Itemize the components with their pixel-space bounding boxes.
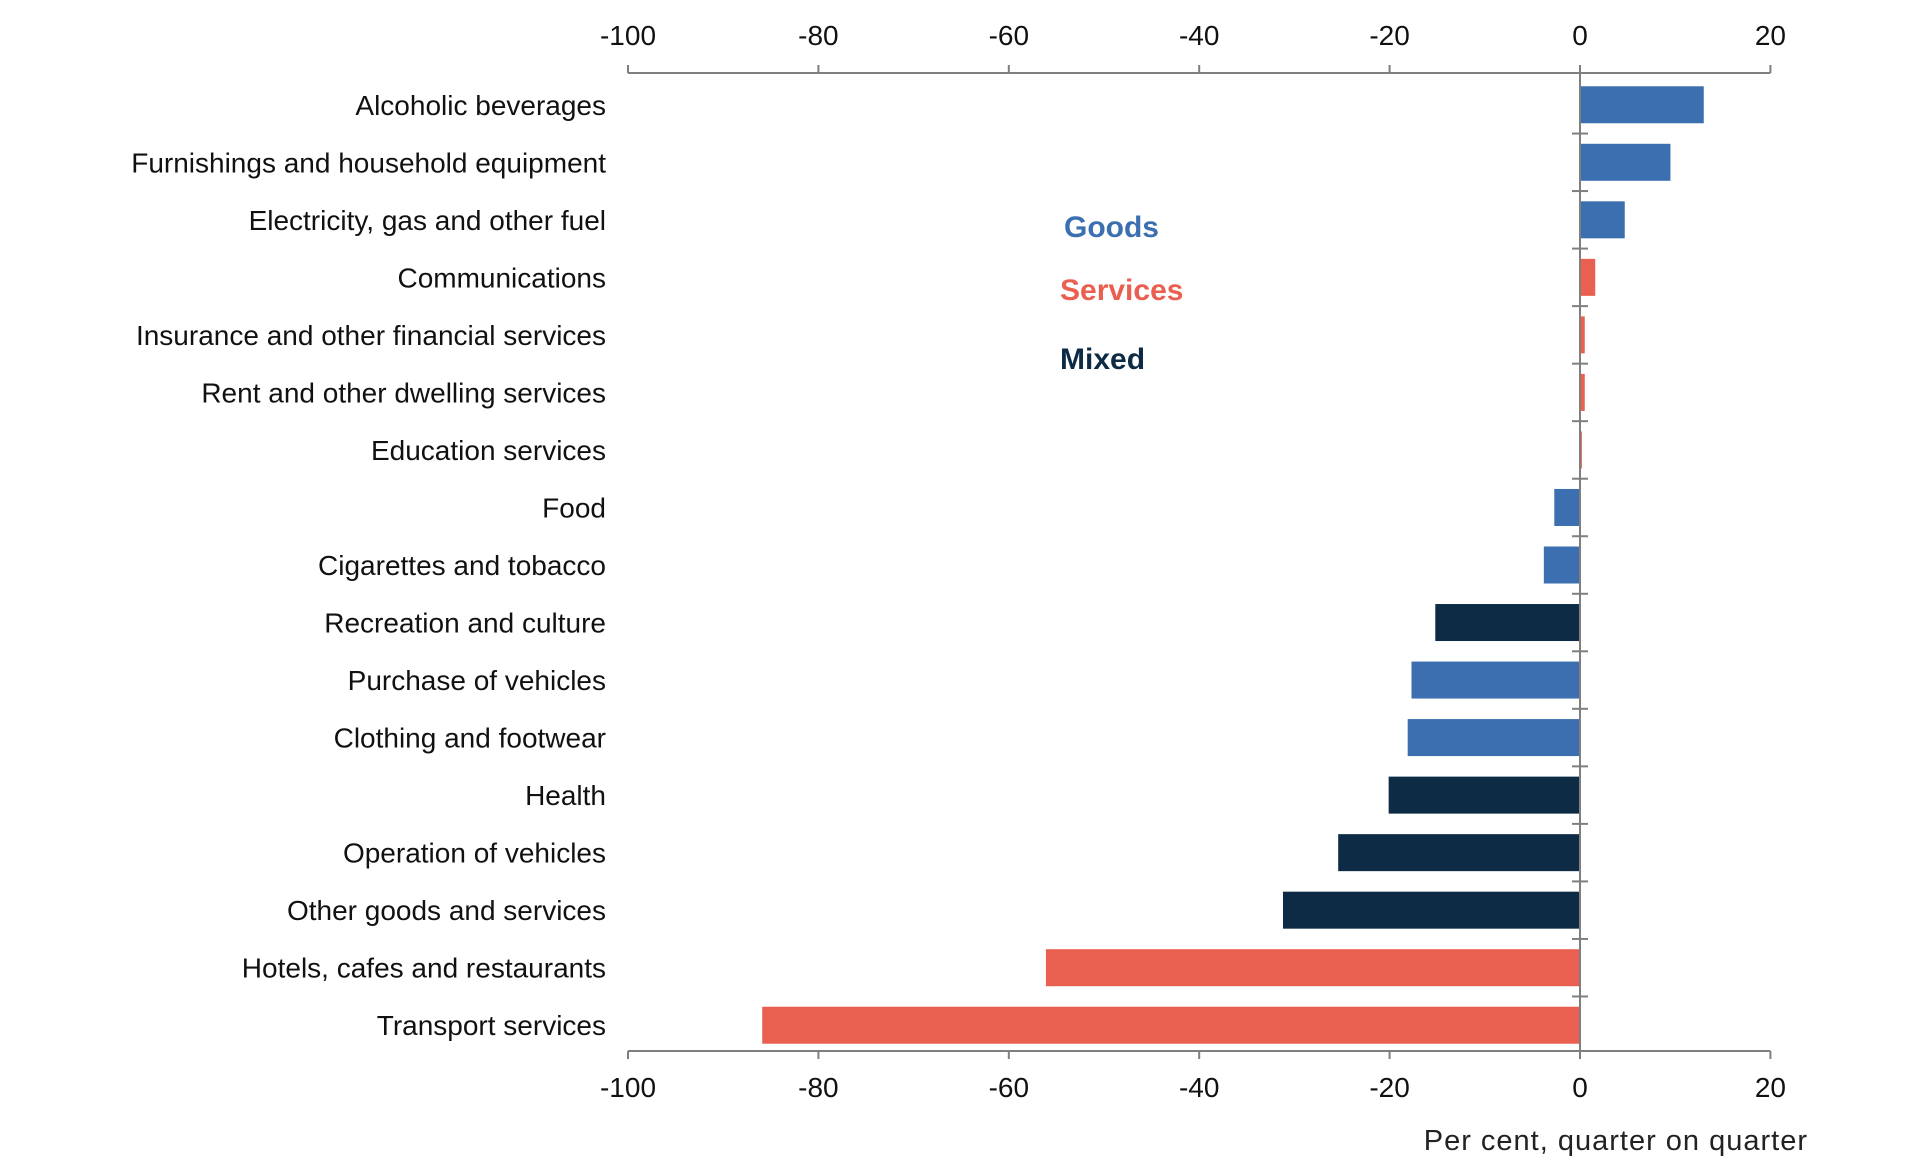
bar bbox=[1543, 546, 1580, 584]
bar bbox=[1338, 834, 1580, 872]
category-label: Communications bbox=[397, 262, 606, 293]
x-tick-label: -20 bbox=[1369, 1072, 1409, 1103]
bars bbox=[762, 86, 1704, 1044]
category-label: Other goods and services bbox=[287, 895, 606, 926]
category-label: Recreation and culture bbox=[324, 608, 606, 639]
x-tick-label: 20 bbox=[1755, 1072, 1786, 1103]
bar bbox=[1580, 143, 1671, 181]
x-tick-label: -100 bbox=[600, 1072, 656, 1103]
category-label: Alcoholic beverages bbox=[355, 90, 606, 121]
x-tick-label: -80 bbox=[798, 20, 838, 51]
category-label: Furnishings and household equipment bbox=[131, 147, 606, 178]
category-label: Cigarettes and tobacco bbox=[318, 550, 606, 581]
category-label: Operation of vehicles bbox=[343, 838, 606, 869]
x-tick-label: -40 bbox=[1179, 1072, 1219, 1103]
category-label: Electricity, gas and other fuel bbox=[249, 205, 606, 236]
category-label: Rent and other dwelling services bbox=[201, 377, 606, 408]
x-tick-label: 0 bbox=[1572, 1072, 1588, 1103]
x-tick-label: -60 bbox=[989, 20, 1029, 51]
bar bbox=[762, 1006, 1580, 1044]
category-label: Insurance and other financial services bbox=[136, 320, 606, 351]
x-tick-label: -40 bbox=[1179, 20, 1219, 51]
bottom-axis: -100 -80 -60 -40 -20 0 20 bbox=[600, 1050, 1786, 1103]
category-label: Food bbox=[542, 492, 606, 523]
legend: Goods Services Mixed bbox=[1060, 211, 1183, 376]
bar bbox=[1580, 258, 1596, 296]
x-tick-label: -80 bbox=[798, 1072, 838, 1103]
bar bbox=[1411, 661, 1580, 699]
category-labels: Alcoholic beverages Furnishings and house… bbox=[131, 90, 606, 1041]
bar bbox=[1580, 316, 1585, 354]
bar bbox=[1282, 891, 1580, 929]
bar bbox=[1580, 86, 1704, 124]
x-tick-label: -60 bbox=[989, 1072, 1029, 1103]
bar bbox=[1554, 488, 1580, 526]
category-label: Transport services bbox=[377, 1010, 606, 1041]
top-axis: -100 -80 -60 -40 -20 0 20 bbox=[600, 20, 1786, 74]
bar bbox=[1580, 373, 1585, 411]
bar bbox=[1388, 776, 1580, 814]
x-tick-label: 20 bbox=[1755, 20, 1786, 51]
x-tick-label: -20 bbox=[1369, 20, 1409, 51]
x-tick-label: 0 bbox=[1572, 20, 1588, 51]
bar bbox=[1407, 719, 1580, 757]
bar bbox=[1435, 604, 1580, 642]
zero-axis bbox=[1572, 73, 1588, 1051]
category-label: Hotels, cafes and restaurants bbox=[242, 953, 606, 984]
x-axis-label: Per cent, quarter on quarter bbox=[1424, 1125, 1808, 1157]
category-label: Health bbox=[525, 780, 606, 811]
category-label: Education services bbox=[371, 435, 606, 466]
legend-item-goods: Goods bbox=[1064, 211, 1159, 244]
x-tick-label: -100 bbox=[600, 20, 656, 51]
legend-item-services: Services bbox=[1060, 274, 1183, 307]
legend-item-mixed: Mixed bbox=[1060, 343, 1145, 376]
bar bbox=[1580, 201, 1625, 239]
category-label: Purchase of vehicles bbox=[348, 665, 606, 696]
category-label: Clothing and footwear bbox=[334, 723, 606, 754]
bar bbox=[1045, 949, 1580, 987]
